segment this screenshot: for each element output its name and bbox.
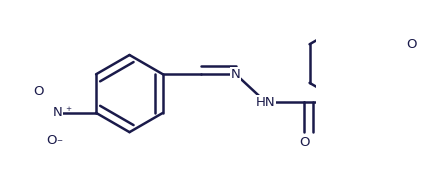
Text: N: N [230,68,240,81]
Text: O: O [46,134,56,147]
Text: $^-$: $^-$ [55,138,64,148]
Text: O: O [405,38,416,51]
Text: O: O [33,85,43,98]
Text: O: O [298,137,309,149]
Text: $^+$: $^+$ [64,106,73,116]
Text: N: N [52,106,62,119]
Text: HN: HN [255,96,275,109]
